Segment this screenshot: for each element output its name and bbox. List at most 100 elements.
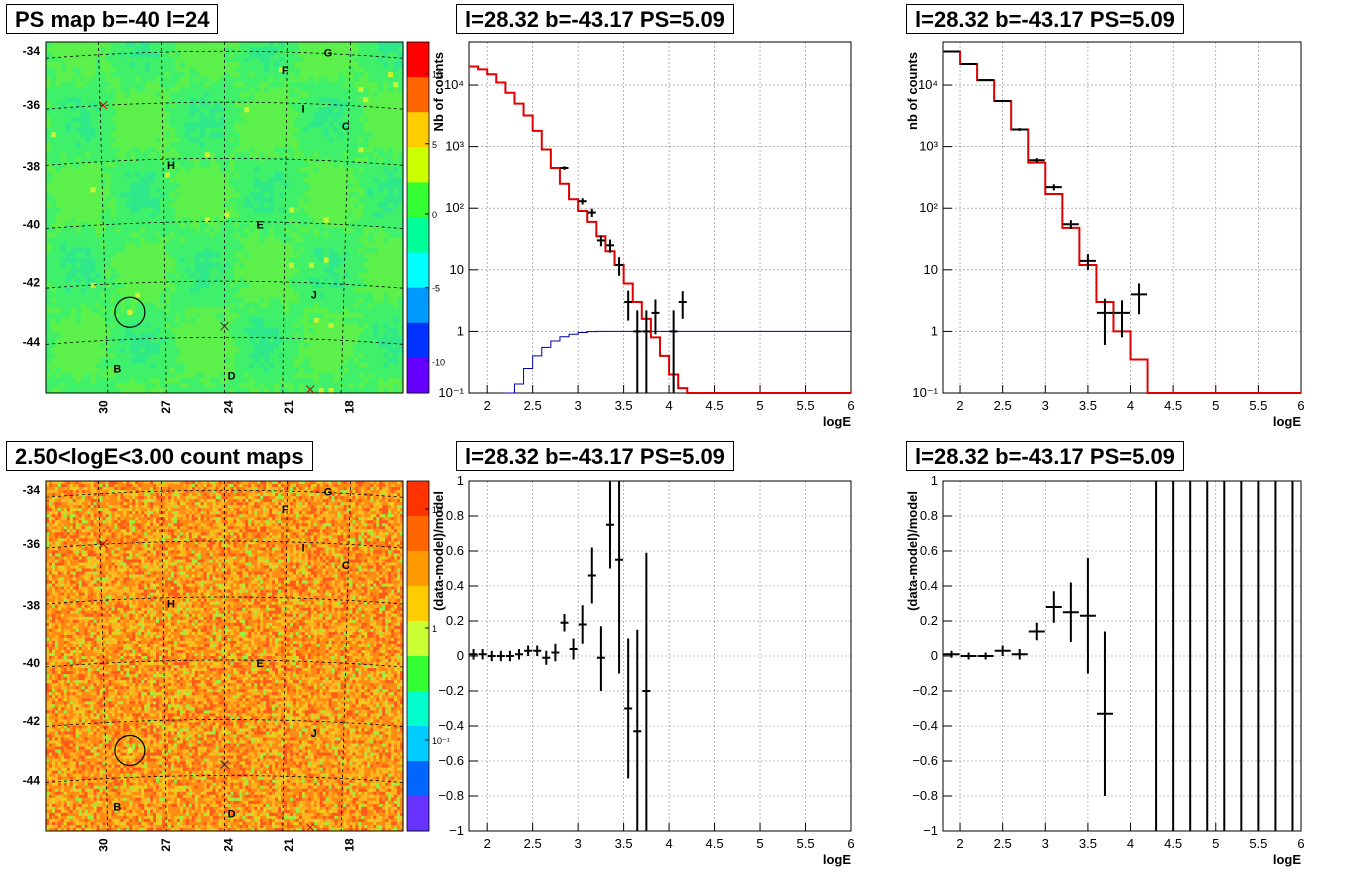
y-tick-label: 1 <box>931 323 938 338</box>
colorbar-step <box>407 551 429 587</box>
colorbar-step <box>407 77 429 113</box>
latitude-tick-label: -36 <box>23 537 41 551</box>
residual-a-title: l=28.32 b=-43.17 PS=5.09 <box>456 441 734 471</box>
plot-frame <box>468 480 852 832</box>
ps-graticule <box>45 41 404 394</box>
colorbar-tick-label: 10 <box>432 505 442 515</box>
colorbar-step <box>407 217 429 254</box>
y-tick-label: −0.8 <box>912 788 938 803</box>
y-tick-label: −1 <box>923 823 938 838</box>
x-tick-label: 6 <box>1297 398 1304 413</box>
x-tick-label: 3 <box>575 836 582 851</box>
longitude-tick-label: 24 <box>221 838 235 852</box>
longitude-tick-label: 24 <box>221 400 235 414</box>
longitude-tick-label: 30 <box>96 400 110 414</box>
residual-b-title: l=28.32 b=-43.17 PS=5.09 <box>906 441 1184 471</box>
colorbar-step <box>407 147 429 183</box>
source-label-d: D <box>228 809 236 821</box>
spec_b-plot: 2 2.5 3 3.5 4 4.5 5 5.5 6 10⁻¹ 1 10 10² 10³ 10⁴ logE nb … <box>905 41 1305 429</box>
spectrum-b-title: l=28.32 b=-43.17 PS=5.09 <box>906 4 1184 34</box>
y-tick-label: 0.2 <box>920 613 938 628</box>
colorbar-tick-label: -10 <box>432 357 445 367</box>
colorbar-step <box>407 252 429 289</box>
marker-cross <box>220 321 229 331</box>
latitude-tick-label: -44 <box>23 773 41 787</box>
source-label-e: E <box>257 220 264 232</box>
y-axis-label: Nb of counts <box>431 52 446 131</box>
colorbar-tick-label: 1 <box>432 624 437 634</box>
x-tick-label: 4 <box>1127 398 1134 413</box>
source-label-c: C <box>342 560 350 572</box>
colorbar-step <box>407 112 429 148</box>
source-hotspot <box>126 747 133 754</box>
y-tick-label: 10 <box>924 262 938 277</box>
spectrum-a-title: l=28.32 b=-43.17 PS=5.09 <box>456 4 734 34</box>
x-tick-label: 4 <box>665 836 672 851</box>
source-label-b: B <box>113 802 121 814</box>
x-tick-label: 5 <box>1212 836 1219 851</box>
y-tick-label: −1 <box>449 823 464 838</box>
x-tick-label: 2 <box>956 836 963 851</box>
x-tick-label: 2.5 <box>994 836 1012 851</box>
latitude-tick-label: -44 <box>23 335 41 349</box>
source-hotspot <box>126 309 133 316</box>
x-tick-label: 3.5 <box>615 398 633 413</box>
y-tick-label: 10² <box>445 200 464 215</box>
y-tick-label: 0.6 <box>446 543 464 558</box>
colorbar-tick-label: 5 <box>432 140 437 150</box>
colorbar-frame <box>406 41 430 394</box>
x-tick-label: 3 <box>1042 836 1049 851</box>
y-tick-label: 0.8 <box>920 508 938 523</box>
y-tick-label: −0.4 <box>912 718 938 733</box>
source-label-f: F <box>282 65 289 77</box>
source-circle <box>114 734 146 767</box>
colorbar-step <box>407 182 429 218</box>
y-tick-label: 0 <box>457 648 464 663</box>
source-label-g: G <box>324 48 333 60</box>
x-tick-label: 2 <box>956 398 963 413</box>
model-histogram-line <box>469 65 851 394</box>
source-label-c: C <box>342 121 350 133</box>
plot-frame <box>942 480 1302 832</box>
longitude-tick-label: 27 <box>159 838 173 852</box>
x-tick-label: 4.5 <box>706 836 724 851</box>
colorbar-tick-label: 0 <box>432 210 437 220</box>
latitude-tick-label: -40 <box>23 218 41 232</box>
source-label-j: J <box>311 290 317 302</box>
source-label-j: J <box>311 728 317 740</box>
x-tick-label: 5 <box>1212 398 1219 413</box>
colorbar-step <box>407 357 429 394</box>
y-tick-label: 10 <box>450 262 464 277</box>
colorbar-tick-label: -5 <box>432 284 440 294</box>
latitude-tick-label: -34 <box>23 44 41 58</box>
longitude-tick-label: 18 <box>343 838 357 852</box>
colorbar-tick-label: 10⁻¹ <box>432 736 450 746</box>
y-axis-label: (data-model)/model <box>905 491 920 611</box>
x-tick-label: 3.5 <box>1079 398 1097 413</box>
counts-map: G F I C H E J B D -34 -36 -38 -40 -42 -44 30 27 24 21 18 10 1… <box>23 480 450 852</box>
x-tick-label: 5.5 <box>796 398 814 413</box>
source-label-d: D <box>228 370 236 382</box>
ps-map-title: PS map b=-40 l=24 <box>6 4 219 34</box>
counts-graticule <box>45 480 404 832</box>
y-tick-label: 10⁻¹ <box>912 385 938 400</box>
y-tick-label: 10³ <box>919 139 938 154</box>
colorbar-step <box>407 287 429 324</box>
x-axis-label: logE <box>823 852 851 867</box>
res_b-plot: 2 2.5 3 3.5 4 4.5 5 5.5 6 −1 −0.8 −0.6 −0.4 −0.2 0 0.2 0… <box>905 473 1305 867</box>
y-tick-label: −0.4 <box>438 718 464 733</box>
y-tick-label: −0.6 <box>438 753 464 768</box>
x-tick-label: 4 <box>1127 836 1134 851</box>
latitude-tick-label: -34 <box>23 483 41 497</box>
x-tick-label: 3 <box>575 398 582 413</box>
y-tick-label: 0.6 <box>920 543 938 558</box>
x-tick-label: 5.5 <box>796 836 814 851</box>
y-tick-label: 0.8 <box>446 508 464 523</box>
marker-cross <box>305 385 315 394</box>
plot-frame <box>942 41 1302 394</box>
y-axis-label: nb of counts <box>905 52 920 130</box>
x-tick-label: 3.5 <box>615 836 633 851</box>
x-tick-label: 5.5 <box>1249 398 1267 413</box>
latitude-tick-label: -42 <box>23 714 41 728</box>
